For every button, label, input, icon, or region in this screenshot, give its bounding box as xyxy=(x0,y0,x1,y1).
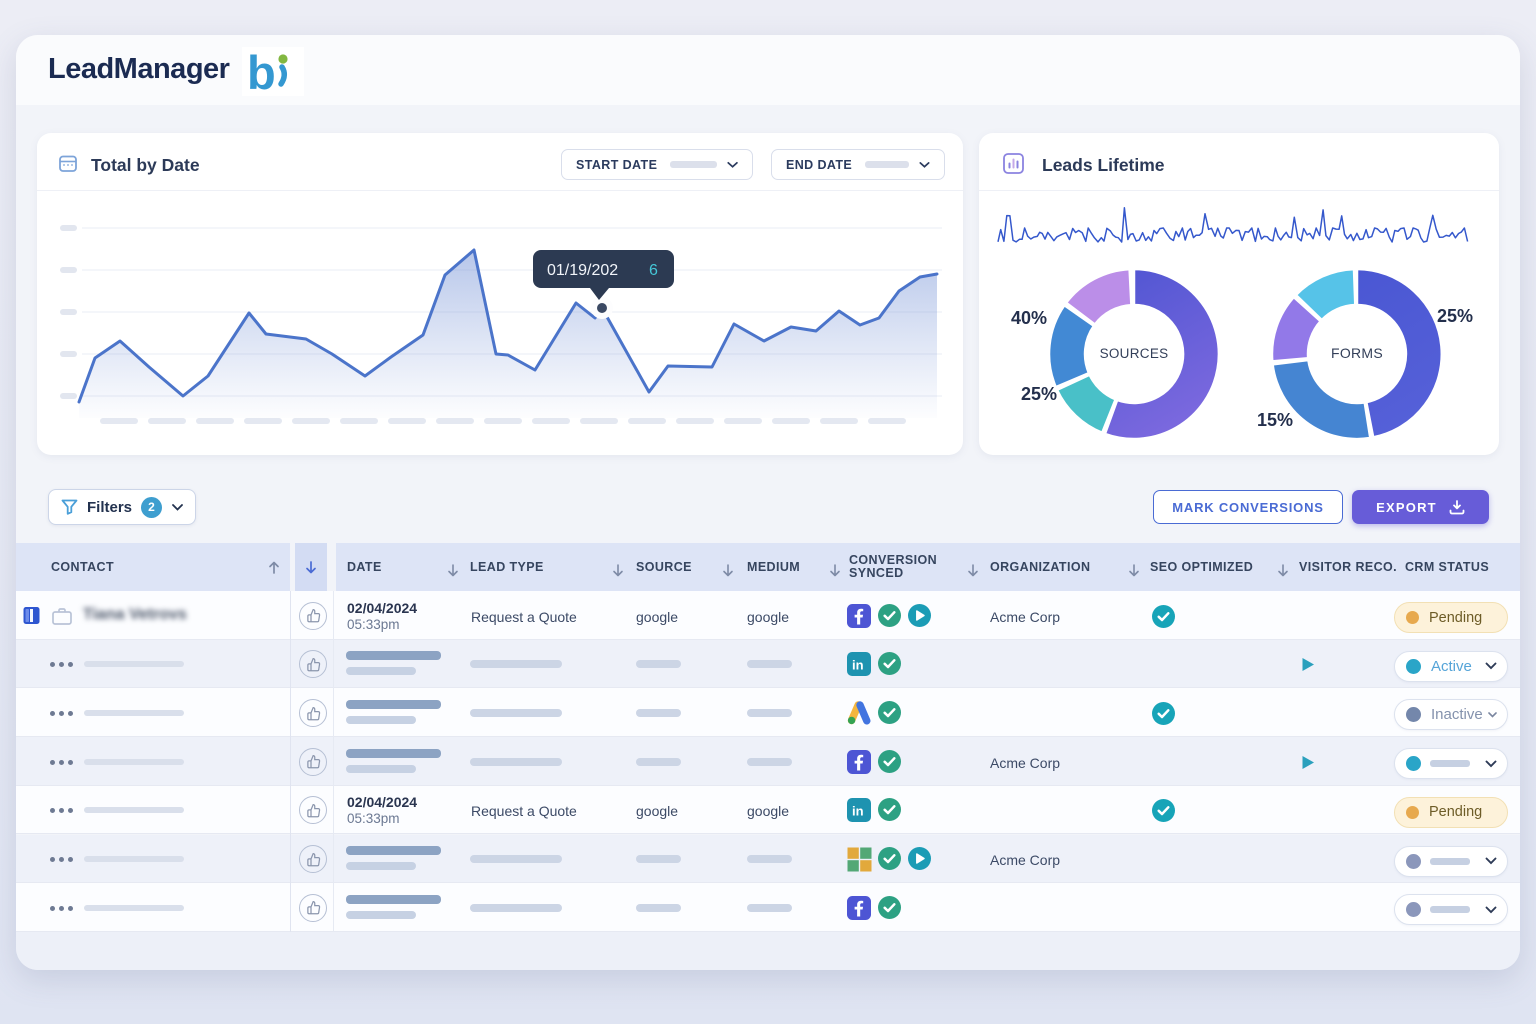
svg-text:6: 6 xyxy=(649,262,658,279)
svg-text:b: b xyxy=(247,47,276,96)
svg-text:FORMS: FORMS xyxy=(1331,345,1383,361)
svg-text:in: in xyxy=(852,804,864,819)
svg-text:SOURCES: SOURCES xyxy=(1100,346,1169,361)
svg-text:in: in xyxy=(852,658,864,673)
svg-text:01/19/202: 01/19/202 xyxy=(547,262,618,279)
